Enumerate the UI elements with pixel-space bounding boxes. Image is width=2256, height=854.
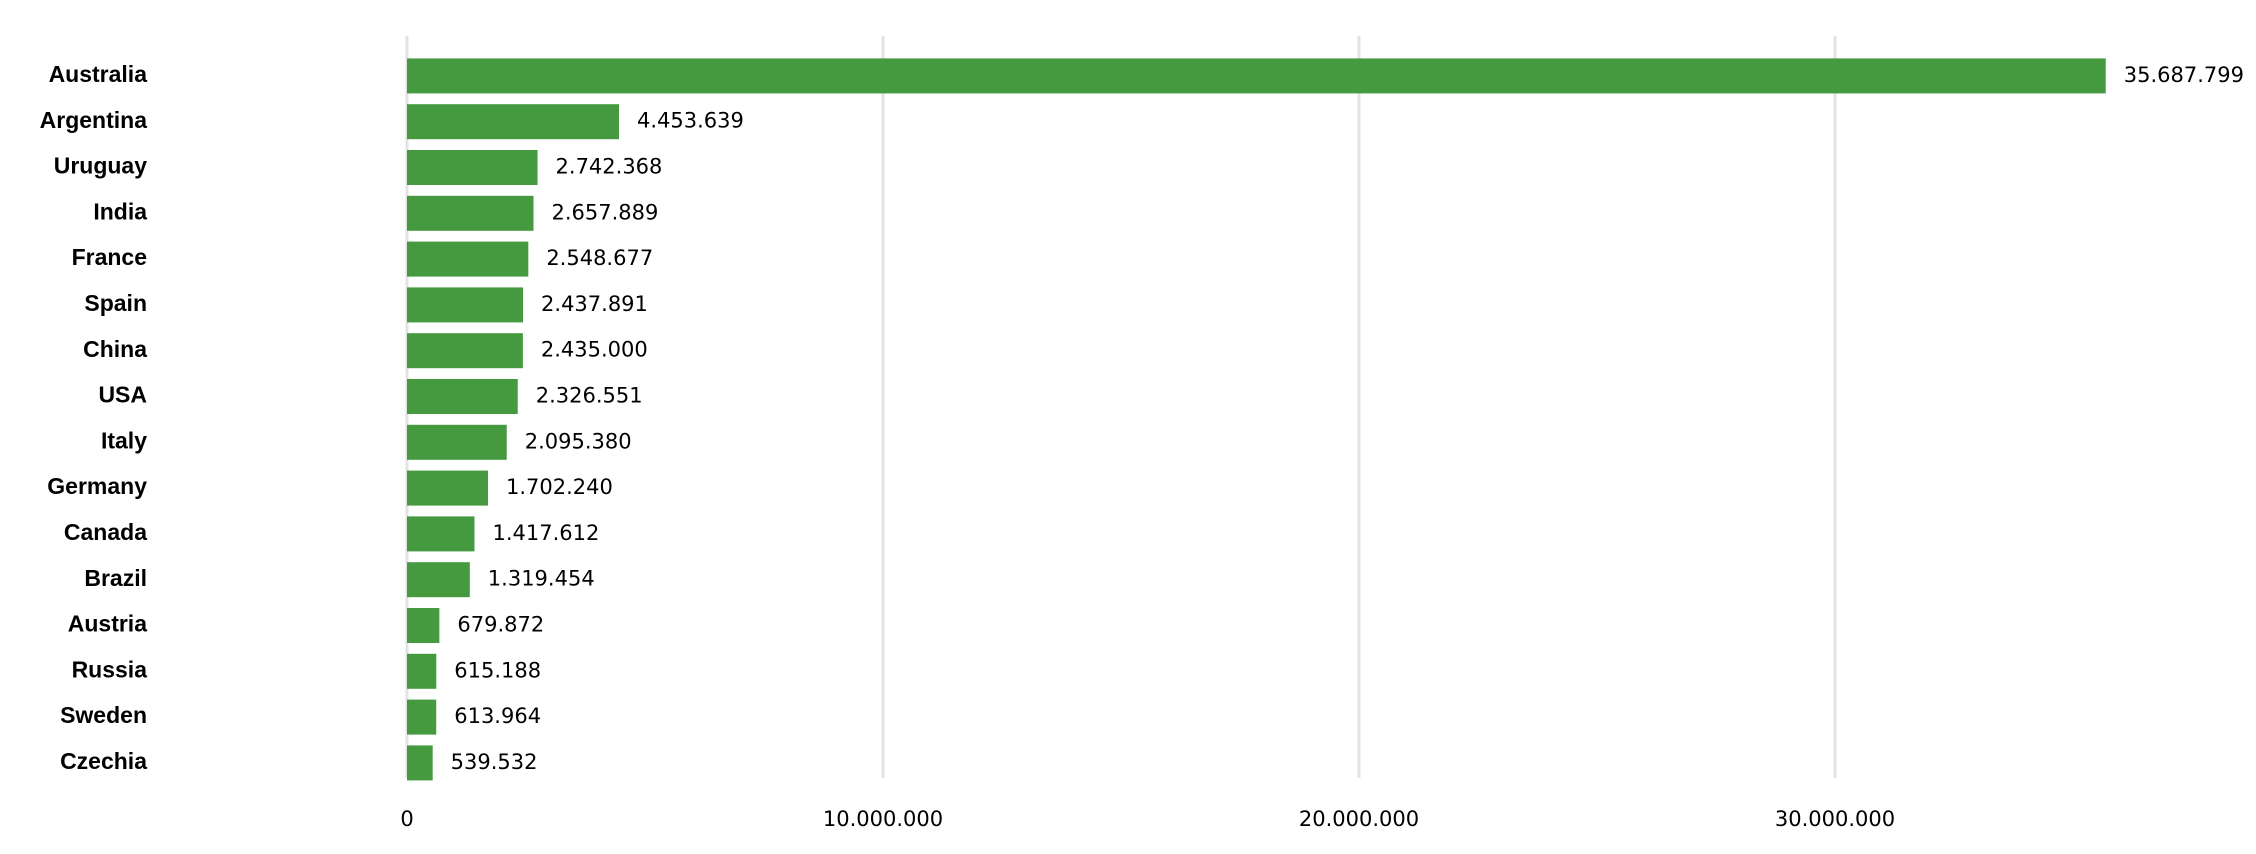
x-tick-label: 30.000.000: [1775, 807, 1895, 831]
x-tick-label: 20.000.000: [1299, 807, 1419, 831]
value-label: 2.435.000: [541, 338, 648, 362]
category-label: Argentina: [40, 107, 148, 133]
bar: [407, 104, 619, 140]
bar: [407, 58, 2106, 94]
value-label: 539.532: [451, 750, 538, 774]
category-label: Uruguay: [54, 153, 148, 179]
value-label: 2.095.380: [525, 429, 632, 453]
value-label: 2.657.889: [552, 200, 659, 224]
bar: [407, 379, 518, 414]
bar: [407, 562, 470, 598]
value-label: 615.188: [454, 658, 541, 682]
category-label: Czechia: [60, 748, 147, 774]
bar: [407, 699, 437, 735]
bar: [407, 150, 538, 185]
x-tick-label: 10.000.000: [823, 807, 943, 831]
value-label: 1.417.612: [492, 521, 599, 545]
category-label: France: [72, 244, 147, 270]
bar: [407, 424, 507, 460]
category-label: Australia: [49, 61, 148, 87]
value-label: 679.872: [457, 613, 544, 637]
value-label: 2.326.551: [536, 384, 643, 408]
category-label: Italy: [101, 427, 147, 453]
bars: [407, 58, 2106, 781]
category-label: Brazil: [84, 565, 147, 591]
bar: [407, 287, 524, 323]
value-label: 1.319.454: [488, 567, 595, 591]
value-label: 35.687.799: [2124, 63, 2244, 87]
category-label: USA: [98, 382, 147, 408]
value-label: 613.964: [454, 704, 541, 728]
value-label: 4.453.639: [637, 109, 744, 133]
value-label: 2.742.368: [556, 155, 663, 179]
value-labels: 35.687.799 4.453.639 2.742.368 2.657.889 2.5…: [451, 63, 2244, 774]
bar: [407, 516, 475, 552]
bar: [407, 241, 529, 277]
bar: [407, 745, 433, 781]
category-label: Spain: [84, 290, 147, 316]
category-label: Sweden: [60, 702, 147, 728]
x-tick-label: 0: [400, 807, 413, 831]
category-label: Austria: [68, 611, 147, 637]
value-label: 1.702.240: [506, 475, 613, 499]
category-label: India: [93, 198, 147, 224]
category-label: China: [83, 336, 147, 362]
value-label: 2.437.891: [541, 292, 648, 316]
category-label: Russia: [72, 656, 148, 682]
bar: [407, 608, 440, 643]
category-label: Canada: [64, 519, 147, 545]
value-label: 2.548.677: [546, 246, 653, 270]
bar: [407, 470, 489, 506]
x-axis-ticks: 0 10.000.000 20.000.000 30.000.000: [400, 807, 1895, 831]
bar: [407, 653, 437, 689]
category-label: Germany: [47, 473, 147, 499]
bar: [407, 333, 523, 369]
bar: [407, 195, 534, 231]
category-labels: Australia Argentina Uruguay India France Spai…: [40, 61, 148, 774]
